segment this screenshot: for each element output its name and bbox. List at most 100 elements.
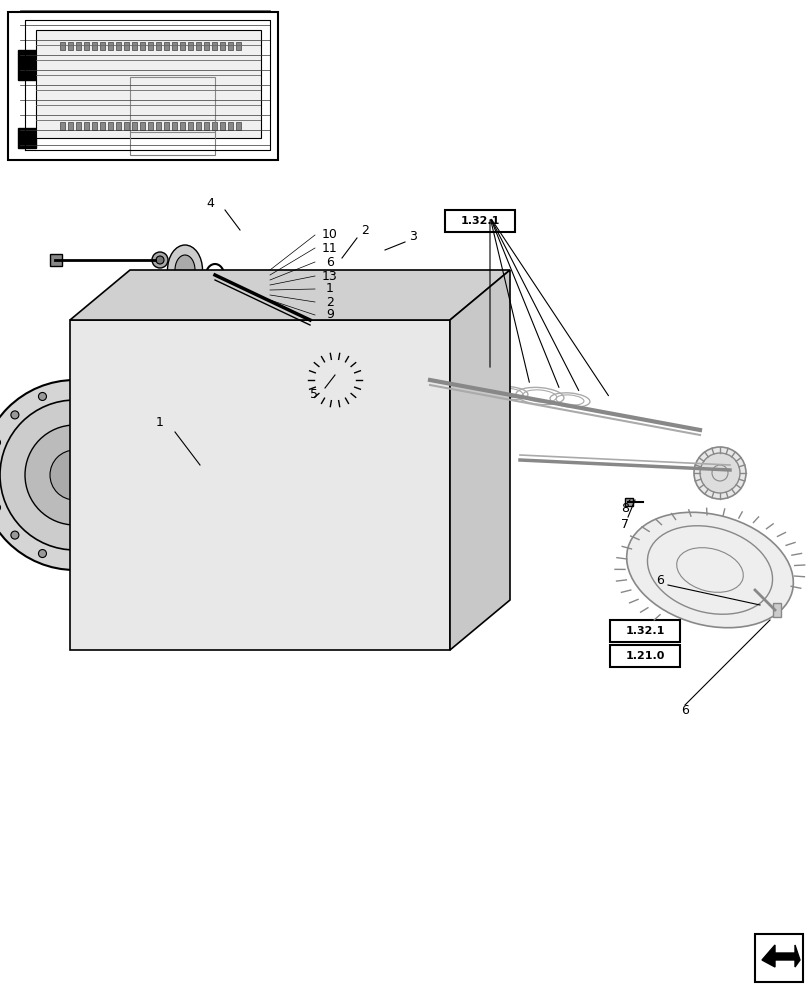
Circle shape <box>152 252 168 268</box>
Bar <box>100 122 105 130</box>
Polygon shape <box>449 270 509 650</box>
Bar <box>36 30 260 138</box>
Text: 9: 9 <box>326 308 333 322</box>
Bar <box>68 122 73 130</box>
Bar <box>108 42 113 50</box>
Bar <box>156 42 161 50</box>
Bar <box>76 42 81 50</box>
Text: 1.21.0: 1.21.0 <box>624 651 664 661</box>
Text: 5: 5 <box>310 387 318 400</box>
Bar <box>389 432 424 450</box>
Bar <box>172 42 177 50</box>
Text: 6: 6 <box>326 255 333 268</box>
Bar <box>164 42 169 50</box>
Bar <box>212 122 217 130</box>
Text: 13: 13 <box>322 269 337 282</box>
Text: 1.32.1: 1.32.1 <box>624 626 664 636</box>
Text: 4: 4 <box>206 197 213 210</box>
Bar <box>188 122 193 130</box>
Bar <box>150 390 210 430</box>
Bar <box>108 122 113 130</box>
Bar <box>350 472 400 490</box>
Bar <box>444 210 514 232</box>
Circle shape <box>131 531 139 539</box>
Bar <box>350 412 400 430</box>
Circle shape <box>131 411 139 419</box>
Bar <box>148 122 152 130</box>
Circle shape <box>156 256 164 264</box>
Bar <box>132 42 137 50</box>
Bar <box>195 42 201 50</box>
Ellipse shape <box>167 245 202 295</box>
Text: 1: 1 <box>156 416 164 428</box>
Bar <box>68 42 73 50</box>
Circle shape <box>268 298 272 302</box>
Bar <box>18 128 36 148</box>
Circle shape <box>345 595 354 605</box>
Bar <box>195 122 201 130</box>
Circle shape <box>11 531 19 539</box>
Bar <box>60 122 65 130</box>
Bar <box>609 620 679 642</box>
Circle shape <box>156 471 164 479</box>
Bar <box>204 122 208 130</box>
Ellipse shape <box>699 453 739 493</box>
Bar <box>236 42 241 50</box>
Bar <box>92 42 97 50</box>
Bar <box>350 442 400 460</box>
Ellipse shape <box>626 512 792 628</box>
Bar <box>50 254 62 266</box>
Bar <box>180 42 185 50</box>
Bar <box>204 42 208 50</box>
Text: 1: 1 <box>326 282 333 296</box>
Bar <box>148 42 152 50</box>
Circle shape <box>185 375 195 385</box>
Circle shape <box>345 375 354 385</box>
Bar <box>236 122 241 130</box>
Circle shape <box>103 392 111 400</box>
Bar <box>60 42 65 50</box>
Circle shape <box>254 609 266 621</box>
Bar <box>139 42 145 50</box>
Ellipse shape <box>314 359 355 401</box>
Circle shape <box>103 550 111 558</box>
Bar <box>92 122 97 130</box>
Circle shape <box>185 595 195 605</box>
Bar <box>124 42 129 50</box>
Bar <box>754 934 802 982</box>
Circle shape <box>264 595 275 605</box>
Bar <box>130 315 220 370</box>
Circle shape <box>194 609 206 621</box>
Bar <box>228 42 233 50</box>
Text: 10: 10 <box>322 229 337 241</box>
Text: 8: 8 <box>620 502 629 514</box>
Circle shape <box>297 612 303 618</box>
Bar <box>156 122 161 130</box>
Polygon shape <box>70 320 449 650</box>
Bar <box>180 122 185 130</box>
Text: 1.32.1: 1.32.1 <box>460 216 499 226</box>
Ellipse shape <box>307 353 362 408</box>
Circle shape <box>264 294 276 306</box>
Bar <box>220 42 225 50</box>
Bar <box>116 122 121 130</box>
Bar <box>100 42 105 50</box>
Circle shape <box>197 612 203 618</box>
Circle shape <box>257 612 263 618</box>
Bar <box>212 42 217 50</box>
Polygon shape <box>70 270 509 320</box>
Circle shape <box>154 609 165 621</box>
Bar <box>772 603 780 617</box>
Bar <box>18 50 36 80</box>
Bar <box>124 122 129 130</box>
Bar <box>8 12 277 160</box>
Bar <box>380 482 414 500</box>
Bar <box>172 122 177 130</box>
Bar <box>220 122 225 130</box>
Circle shape <box>149 438 157 446</box>
Bar <box>84 42 89 50</box>
Polygon shape <box>761 945 799 967</box>
Circle shape <box>25 425 125 525</box>
Bar <box>84 122 89 130</box>
Text: 7: 7 <box>620 518 629 532</box>
